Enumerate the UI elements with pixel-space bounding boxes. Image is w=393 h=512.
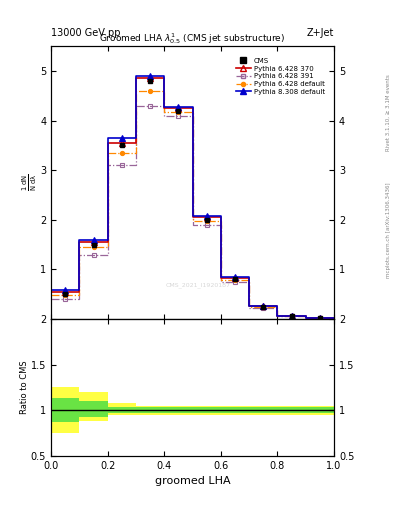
X-axis label: groomed LHA: groomed LHA — [155, 476, 230, 486]
Y-axis label: $\frac{1}{\rm N}\frac{{\rm d}N}{{\rm d}\lambda}$: $\frac{1}{\rm N}\frac{{\rm d}N}{{\rm d}\… — [20, 174, 39, 191]
Text: Z+Jet: Z+Jet — [307, 28, 334, 38]
Text: CMS_2021_I1920187: CMS_2021_I1920187 — [166, 283, 231, 288]
Text: 13000 GeV pp: 13000 GeV pp — [51, 28, 121, 38]
Y-axis label: Ratio to CMS: Ratio to CMS — [20, 360, 29, 414]
Title: Groomed LHA $\lambda^{1}_{0.5}$ (CMS jet substructure): Groomed LHA $\lambda^{1}_{0.5}$ (CMS jet… — [99, 31, 286, 46]
Text: Rivet 3.1.10, ≥ 3.1M events: Rivet 3.1.10, ≥ 3.1M events — [386, 74, 391, 151]
Text: mcplots.cern.ch [arXiv:1306.3436]: mcplots.cern.ch [arXiv:1306.3436] — [386, 183, 391, 278]
Legend: CMS, Pythia 6.428 370, Pythia 6.428 391, Pythia 6.428 default, Pythia 8.308 defa: CMS, Pythia 6.428 370, Pythia 6.428 391,… — [233, 55, 328, 97]
